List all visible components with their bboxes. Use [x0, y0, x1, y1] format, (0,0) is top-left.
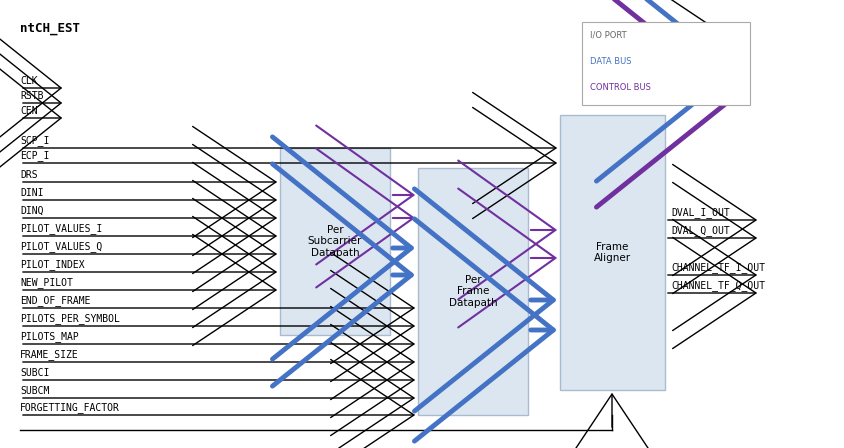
Text: END_OF_FRAME: END_OF_FRAME: [20, 295, 90, 306]
Text: NEW_PILOT: NEW_PILOT: [20, 277, 73, 288]
Text: Per
Subcarrier
Datapath: Per Subcarrier Datapath: [308, 225, 362, 258]
Text: CHANNEL_TF_I_OUT: CHANNEL_TF_I_OUT: [671, 262, 765, 273]
Bar: [560, 115, 665, 390]
Text: DVAL_Q_OUT: DVAL_Q_OUT: [671, 225, 730, 236]
Text: ECP_I: ECP_I: [20, 150, 50, 161]
Text: PILOT_VALUES_Q: PILOT_VALUES_Q: [20, 241, 102, 252]
Text: PILOT_VALUES_I: PILOT_VALUES_I: [20, 223, 102, 234]
Text: DRS: DRS: [20, 170, 38, 180]
Text: CONTROL BUS: CONTROL BUS: [590, 83, 651, 92]
Text: CLK: CLK: [20, 76, 38, 86]
Text: Per
Frame
Datapath: Per Frame Datapath: [449, 275, 497, 308]
Text: SUBCM: SUBCM: [20, 386, 50, 396]
Bar: [582, 22, 750, 105]
Text: DINQ: DINQ: [20, 206, 44, 216]
Text: PILOTS_PER_SYMBOL: PILOTS_PER_SYMBOL: [20, 313, 120, 324]
Text: RSTB: RSTB: [20, 91, 44, 101]
Text: ntCH_EST: ntCH_EST: [20, 22, 80, 35]
Text: DVAL_I_OUT: DVAL_I_OUT: [671, 207, 730, 218]
Text: FRAME_SIZE: FRAME_SIZE: [20, 349, 78, 360]
Text: SCP_I: SCP_I: [20, 135, 50, 146]
Text: DATA BUS: DATA BUS: [590, 57, 631, 66]
Text: CHANNEL_TF_Q_OUT: CHANNEL_TF_Q_OUT: [671, 280, 765, 291]
Text: DINI: DINI: [20, 188, 44, 198]
Text: SUBCI: SUBCI: [20, 368, 50, 378]
Text: FORGETTING_FACTOR: FORGETTING_FACTOR: [20, 402, 120, 413]
Text: I/O PORT: I/O PORT: [590, 31, 626, 40]
Bar: [418, 168, 528, 415]
Text: Frame
Aligner: Frame Aligner: [594, 242, 631, 263]
Text: PILOT_INDEX: PILOT_INDEX: [20, 259, 84, 270]
Bar: [280, 148, 390, 335]
Text: CEN: CEN: [20, 106, 38, 116]
Text: PILOTS_MAP: PILOTS_MAP: [20, 331, 78, 342]
